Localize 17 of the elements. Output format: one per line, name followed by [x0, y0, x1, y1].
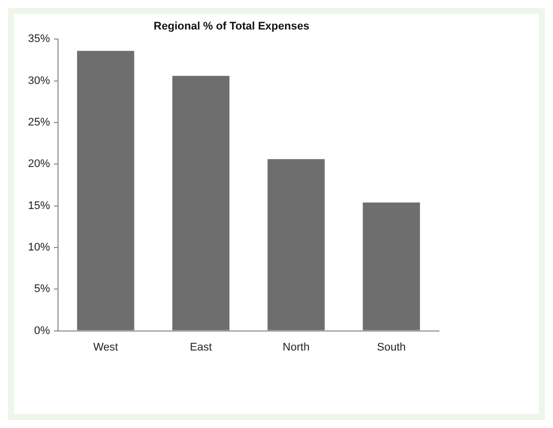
- bar: [268, 159, 325, 330]
- chart-title: Regional % of Total Expenses: [154, 20, 310, 33]
- y-tick-label: 35%: [28, 33, 50, 46]
- y-tick-label: 10%: [28, 242, 50, 254]
- x-tick-label: West: [93, 341, 118, 354]
- y-tick-label: 0%: [34, 324, 50, 337]
- bar: [172, 76, 230, 330]
- y-tick-label: 20%: [28, 158, 50, 170]
- x-tick-label: North: [282, 341, 310, 354]
- y-tick-label: 5%: [34, 283, 50, 296]
- bar: [77, 50, 134, 330]
- bar: [362, 202, 420, 330]
- x-tick-label: East: [190, 341, 212, 354]
- y-tick-label: 25%: [28, 116, 50, 129]
- x-tick-label: South: [377, 341, 406, 354]
- y-tick-label: 15%: [28, 200, 50, 212]
- y-tick-label: 30%: [28, 74, 50, 87]
